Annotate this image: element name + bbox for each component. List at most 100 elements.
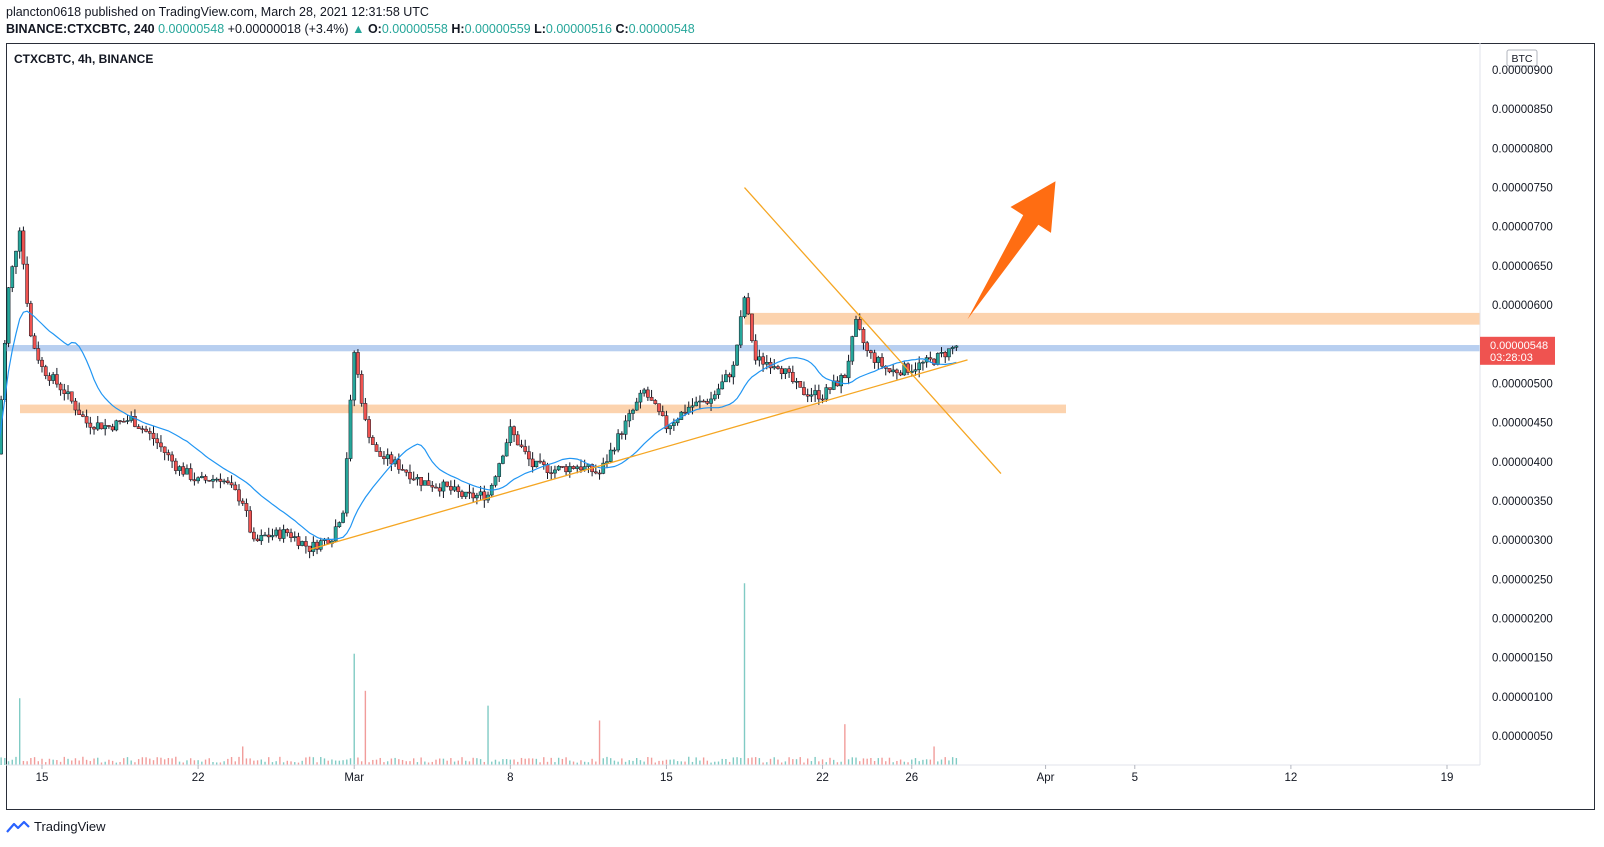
candle-body	[203, 476, 208, 481]
candle-body	[88, 422, 93, 428]
candle-body	[173, 460, 178, 471]
candle-body	[921, 361, 925, 364]
candle-body	[92, 427, 96, 430]
candle-body	[735, 344, 739, 366]
candle-body	[950, 347, 955, 349]
candle-body	[623, 420, 628, 435]
candle-body	[932, 358, 936, 365]
candle-body	[605, 461, 609, 464]
close-value: 0.00000548	[628, 22, 695, 36]
candle-body	[445, 481, 449, 487]
candle-body	[385, 454, 390, 459]
candle-body	[36, 348, 41, 361]
ascending-trendline	[309, 359, 968, 551]
candle-body	[634, 401, 639, 411]
candle-body	[73, 400, 78, 411]
candle-body	[757, 356, 762, 361]
candle-body	[854, 319, 858, 337]
candle-body	[493, 476, 498, 486]
currency-badge[interactable]	[1506, 49, 1538, 67]
open-value: 0.00000558	[381, 22, 448, 36]
candle-body	[891, 369, 896, 373]
support-zone	[20, 404, 1066, 414]
candle-body	[266, 534, 271, 538]
candle-body	[84, 416, 89, 424]
candle-body	[315, 541, 319, 550]
candle-body	[367, 419, 371, 438]
candle-body	[162, 446, 167, 453]
candle-body	[787, 368, 791, 373]
candle-body	[415, 477, 420, 480]
candle-body	[738, 316, 743, 346]
candle-body	[218, 478, 223, 482]
candle-body	[567, 466, 572, 473]
open-label: O:	[367, 22, 382, 36]
x-tick-label: Apr	[1037, 772, 1055, 784]
ohlc-line: BINANCE:CTXCBTC, 240 0.00000548 +0.00000…	[6, 22, 695, 36]
candle-body	[519, 444, 524, 447]
y-tick-label: 0.00000200	[1492, 613, 1553, 625]
candle-body	[225, 480, 230, 483]
candle-body	[28, 303, 33, 337]
chart-frame[interactable]	[6, 43, 1595, 810]
candle-body	[779, 368, 784, 375]
candle-body	[43, 366, 48, 376]
candle-body	[653, 400, 658, 404]
candle-body	[753, 340, 758, 361]
candle-body	[378, 451, 383, 457]
candle-body	[683, 411, 687, 414]
candle-body	[523, 446, 528, 452]
candle-body	[285, 529, 290, 533]
candle-body	[434, 486, 438, 489]
candle-body	[348, 399, 353, 459]
candle-body	[802, 387, 806, 395]
candle-body	[181, 466, 186, 475]
y-tick-label: 0.00000400	[1492, 457, 1553, 469]
candle-body	[32, 335, 37, 349]
candle-body	[638, 392, 643, 403]
footer-brand[interactable]: TradingView	[34, 819, 106, 834]
candle-body	[47, 375, 52, 381]
y-tick-label: 0.00000450	[1492, 418, 1553, 430]
y-tick-label: 0.00000650	[1492, 261, 1553, 273]
zones-layer	[6, 312, 1480, 414]
publisher-line: plancton0618 published on TradingView.co…	[6, 5, 429, 19]
candle-body	[865, 342, 870, 351]
candle-body	[99, 422, 104, 430]
currency-label: BTC	[1512, 53, 1533, 65]
candle-body	[813, 390, 817, 396]
candle-body	[363, 403, 368, 420]
candle-body	[616, 433, 620, 451]
candle-body	[185, 468, 189, 475]
x-tick-label: Mar	[344, 772, 364, 784]
candle-body	[478, 491, 483, 496]
current-price-zone	[6, 345, 1480, 352]
candle-body	[103, 425, 108, 430]
candle-body	[229, 482, 234, 486]
candle-body	[177, 466, 182, 471]
candle-body	[701, 400, 706, 403]
candle-body	[593, 471, 598, 474]
candle-body	[772, 366, 777, 369]
candle-body	[809, 394, 814, 397]
candle-body	[608, 449, 613, 462]
y-tick-label: 0.00000050	[1492, 731, 1553, 743]
x-tick-label: 26	[905, 772, 918, 784]
candle-body	[281, 529, 286, 539]
candle-body	[121, 420, 126, 423]
price-tag-value: 0.00000548	[1490, 340, 1548, 352]
candle-body	[869, 350, 873, 354]
y-tick-label: 0.00000900	[1492, 65, 1553, 77]
candle-body	[943, 352, 948, 358]
candle-body	[404, 469, 409, 473]
candle-body	[776, 366, 780, 369]
candle-body	[798, 381, 803, 388]
y-tick-label: 0.00000750	[1492, 183, 1553, 195]
axes-layer: CTXCBTC, 4h, BINANCE BTC 0.00000900 0.000…	[6, 43, 1553, 784]
candle-body	[657, 403, 661, 412]
candle-body	[712, 394, 717, 400]
candle-body	[664, 415, 669, 430]
chart-title: CTXCBTC, 4h, BINANCE	[14, 52, 153, 66]
candle-body	[456, 486, 461, 492]
